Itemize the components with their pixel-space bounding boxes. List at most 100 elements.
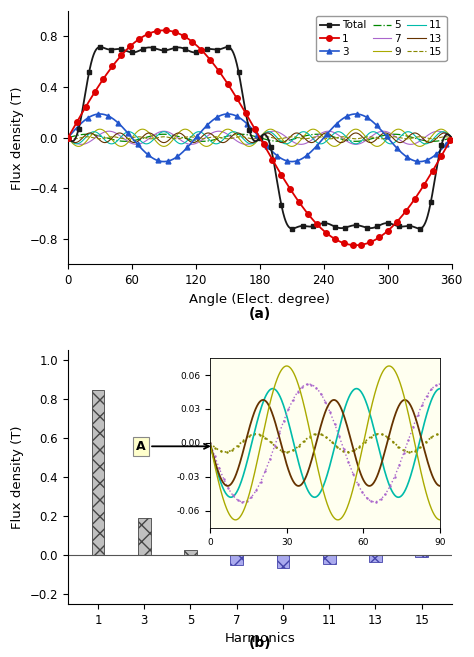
Total (417, 225, 422, 233)
13 (220, 139, 226, 147)
1 (425, 175, 430, 183)
Total (116, 45, 121, 53)
Line: 3: 3 (65, 112, 454, 164)
Bar (91, 390, 104, 555)
5 (424, 137, 430, 145)
Total (65, 134, 71, 142)
5 (449, 134, 455, 142)
Total (98, 43, 103, 51)
11 (115, 136, 121, 144)
13 (343, 136, 349, 144)
Bar (415, 555, 428, 556)
15 (116, 133, 121, 141)
1 (343, 240, 348, 248)
Line: 13: 13 (68, 133, 452, 143)
3 (449, 134, 455, 142)
7 (271, 127, 276, 135)
5 (430, 137, 436, 145)
3 (425, 156, 430, 164)
5 (208, 137, 214, 145)
3 (208, 118, 214, 125)
9 (76, 143, 82, 150)
1 (167, 27, 173, 35)
Line: 7: 7 (68, 131, 452, 145)
1 (115, 55, 121, 63)
13 (449, 134, 455, 142)
Total (425, 212, 430, 220)
7 (343, 137, 349, 145)
9 (264, 127, 269, 135)
Line: 1: 1 (65, 28, 455, 248)
Bar (230, 555, 243, 565)
Text: (b): (b) (248, 636, 271, 650)
13 (425, 138, 430, 146)
Total (343, 223, 348, 231)
1 (353, 241, 358, 249)
13 (264, 129, 270, 137)
Total (167, 45, 173, 53)
Line: 5: 5 (68, 134, 452, 141)
5 (264, 135, 269, 143)
5 (65, 134, 71, 142)
3 (97, 110, 103, 118)
11 (425, 139, 430, 147)
Line: Total: Total (65, 45, 454, 231)
Total (449, 134, 455, 142)
Line: 9: 9 (68, 129, 452, 147)
3 (65, 134, 71, 142)
15 (167, 134, 173, 142)
Bar (138, 518, 151, 555)
Line: 15: 15 (68, 137, 452, 139)
7 (65, 134, 71, 142)
Bar (184, 550, 197, 555)
13 (65, 134, 71, 142)
9 (167, 139, 173, 147)
5 (343, 136, 348, 144)
Text: (a): (a) (249, 307, 271, 321)
7 (264, 129, 269, 137)
15 (264, 133, 269, 141)
9 (65, 134, 71, 142)
7 (425, 131, 430, 139)
Total (208, 45, 214, 53)
7 (167, 129, 173, 137)
7 (449, 134, 455, 142)
Y-axis label: Flux density (T): Flux density (T) (11, 86, 24, 189)
11 (248, 140, 254, 148)
Bar (323, 555, 336, 564)
Total (264, 132, 269, 140)
9 (208, 141, 214, 148)
13 (208, 130, 214, 138)
15 (72, 135, 77, 143)
11 (449, 134, 455, 142)
9 (449, 134, 455, 142)
3 (167, 156, 173, 164)
3 (417, 158, 423, 166)
15 (443, 133, 448, 141)
11 (343, 133, 349, 141)
7 (115, 131, 121, 139)
1 (65, 134, 71, 142)
Y-axis label: Flux density (T): Flux density (T) (11, 425, 24, 529)
9 (343, 133, 348, 141)
1 (161, 26, 167, 34)
11 (208, 137, 213, 145)
15 (208, 133, 214, 141)
X-axis label: Harmonics: Harmonics (225, 632, 295, 645)
Line: 11: 11 (68, 131, 452, 144)
11 (266, 127, 272, 135)
13 (87, 129, 93, 137)
Text: A: A (136, 440, 209, 453)
15 (65, 134, 71, 142)
3 (264, 141, 269, 149)
Bar (369, 555, 382, 562)
11 (65, 134, 71, 142)
5 (84, 130, 90, 138)
3 (343, 113, 348, 121)
7 (208, 130, 213, 138)
15 (449, 134, 455, 142)
1 (449, 134, 455, 142)
15 (424, 134, 430, 142)
15 (343, 133, 348, 141)
3 (116, 119, 121, 127)
